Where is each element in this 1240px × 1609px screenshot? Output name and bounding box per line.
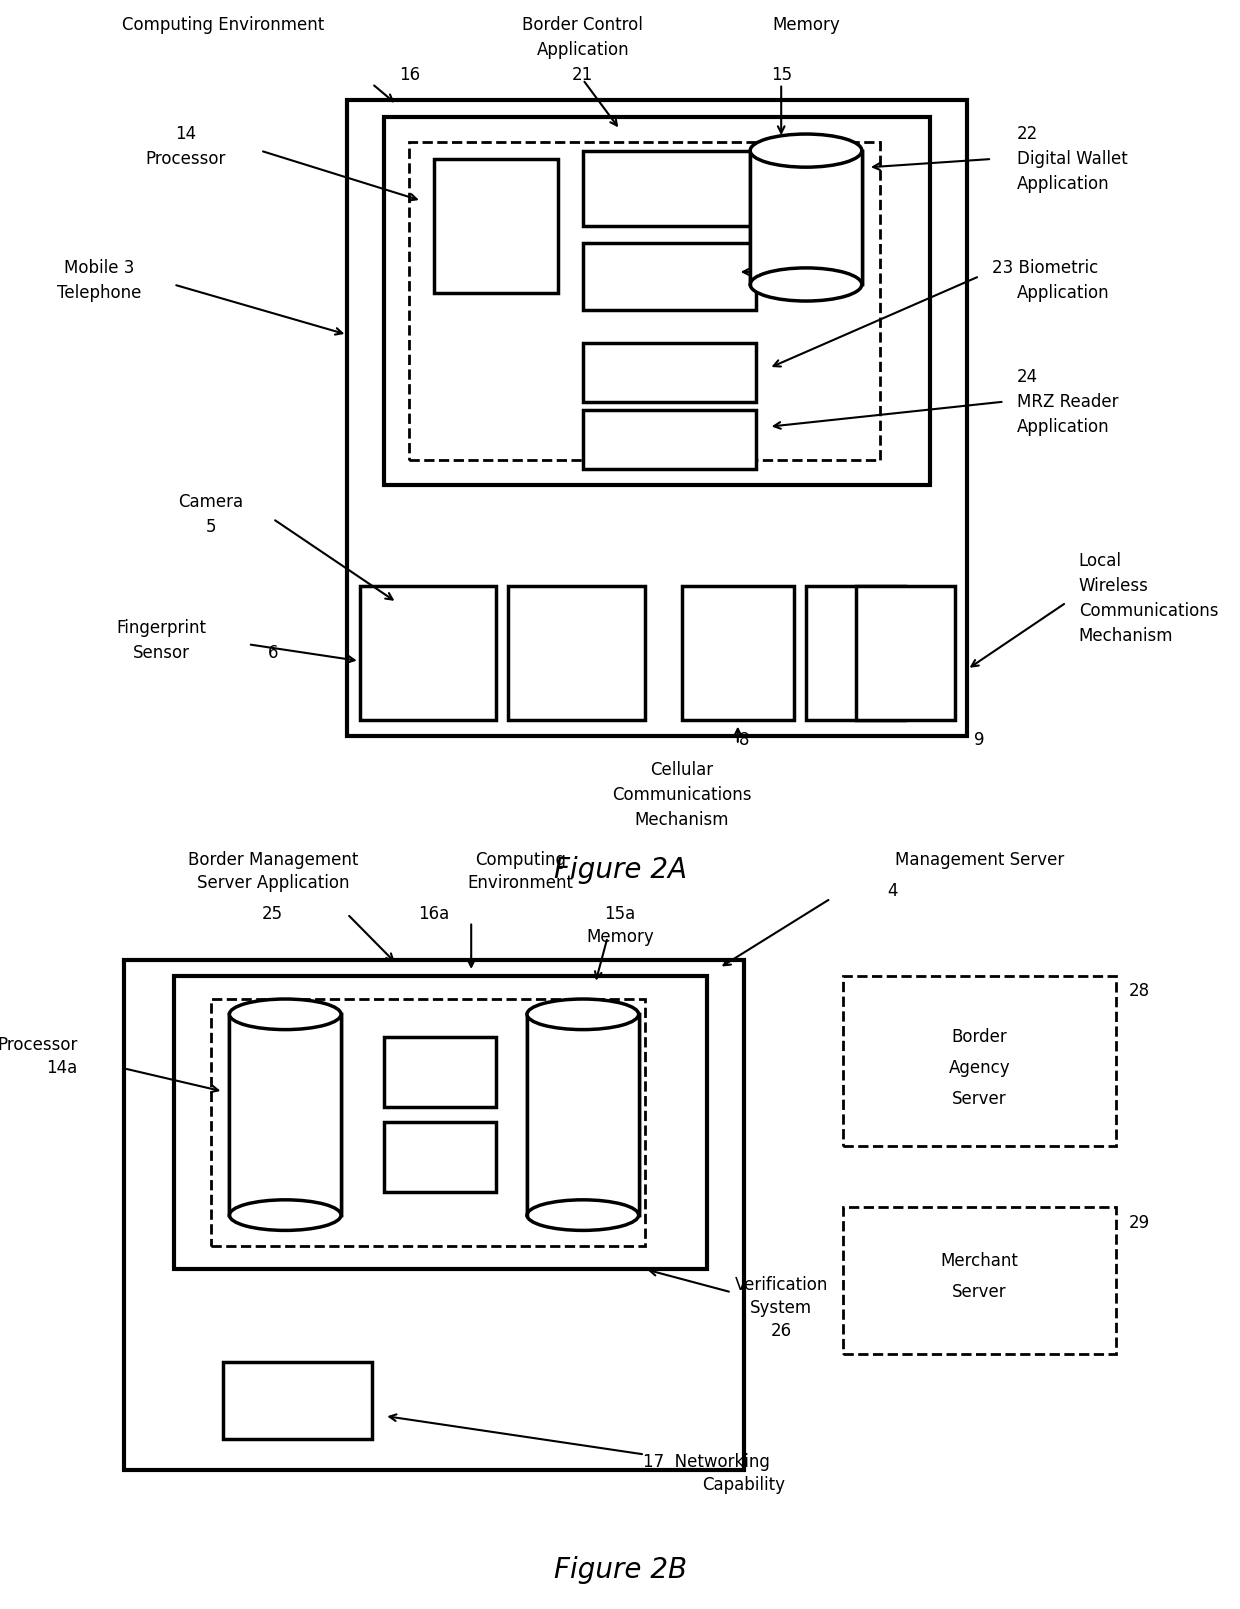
Bar [174,975,707,1270]
Text: Application: Application [1017,418,1110,436]
Ellipse shape [750,269,862,301]
Ellipse shape [527,999,639,1030]
Text: Local: Local [1079,552,1122,570]
Bar [384,1123,496,1192]
Text: Mechanism: Mechanism [1079,628,1173,645]
Text: Cellular: Cellular [651,761,713,779]
Text: Server: Server [952,1091,1007,1109]
Bar [229,1014,341,1215]
Text: Verification: Verification [734,1276,828,1294]
Text: Computing: Computing [475,851,567,869]
Bar [750,151,862,285]
Bar [856,586,955,719]
Text: Computing Environment: Computing Environment [122,16,325,34]
Text: 15a: 15a [604,904,636,924]
Text: 25: 25 [262,904,284,924]
Bar [384,1038,496,1107]
Text: Memory: Memory [773,16,839,34]
Text: 4: 4 [888,882,898,899]
Text: 8: 8 [739,732,749,750]
Ellipse shape [750,134,862,167]
Text: 6: 6 [268,644,278,661]
Text: 14: 14 [175,126,197,143]
Text: Sensor: Sensor [133,644,190,661]
Text: 5: 5 [206,518,216,536]
Text: Border: Border [952,1028,1007,1046]
Bar [583,243,756,309]
Text: 16a: 16a [418,904,450,924]
Text: Agency: Agency [949,1059,1011,1078]
Text: Wireless: Wireless [1079,576,1148,595]
Bar [806,586,905,719]
Bar [682,586,794,719]
Text: Environment: Environment [467,874,574,891]
Text: Management Server: Management Server [895,851,1064,869]
Text: Border Management: Border Management [187,851,358,869]
Text: Fingerprint: Fingerprint [117,618,206,637]
Text: 29: 29 [1128,1213,1149,1232]
Bar [347,100,967,737]
Text: Application: Application [537,42,629,60]
Text: Application: Application [1017,283,1110,302]
Text: 9: 9 [975,732,985,750]
Text: 17  Networking: 17 Networking [644,1453,770,1471]
Text: Mechanism: Mechanism [635,811,729,829]
Text: Application: Application [1017,175,1110,193]
Text: Camera: Camera [179,492,243,512]
Text: 28: 28 [1128,981,1149,1001]
Text: Server: Server [952,1284,1007,1302]
Bar [583,151,756,225]
Bar [434,159,558,293]
Text: 22: 22 [1017,126,1038,143]
Text: Figure 2A: Figure 2A [553,856,687,885]
Bar [360,586,496,719]
Bar [508,586,645,719]
Text: Processor: Processor [0,1036,77,1054]
Text: Telephone: Telephone [57,283,141,302]
Text: 15: 15 [770,66,792,84]
Text: Digital Wallet: Digital Wallet [1017,150,1127,167]
Bar [211,999,645,1245]
Text: 26: 26 [770,1323,792,1340]
Bar [583,410,756,468]
Ellipse shape [229,1200,341,1231]
Bar [124,961,744,1471]
Text: Figure 2B: Figure 2B [553,1556,687,1585]
Text: Processor: Processor [146,150,226,167]
Text: 21: 21 [572,66,594,84]
Ellipse shape [527,1200,639,1231]
Bar [843,1207,1116,1355]
Text: 16: 16 [398,66,420,84]
Text: Capability: Capability [703,1477,785,1495]
Text: Communications: Communications [613,785,751,804]
Text: System: System [750,1298,812,1316]
Ellipse shape [229,999,341,1030]
Bar [843,975,1116,1146]
Bar [409,142,880,460]
Bar [583,343,756,402]
Text: 24: 24 [1017,367,1038,386]
Text: 14a: 14a [46,1059,78,1078]
Text: Border Control: Border Control [522,16,644,34]
Text: Merchant: Merchant [941,1252,1018,1271]
Bar [223,1361,372,1438]
Text: Mobile 3: Mobile 3 [64,259,134,277]
Text: Memory: Memory [587,928,653,946]
Text: Communications: Communications [1079,602,1218,619]
Text: Server Application: Server Application [197,874,348,891]
Text: 23 Biometric: 23 Biometric [992,259,1099,277]
Bar [384,117,930,486]
Text: MRZ Reader: MRZ Reader [1017,393,1118,410]
Bar [527,1014,639,1215]
